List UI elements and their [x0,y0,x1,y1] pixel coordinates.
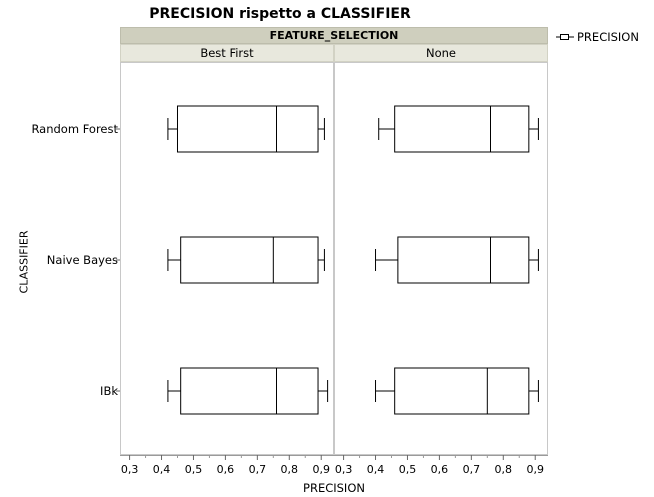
x-axis-title: PRECISION [303,481,365,495]
panel-header-best-first: Best First [120,44,334,62]
x-tick-label: 0,5 [399,463,417,476]
x-tick-label: 0,7 [463,463,481,476]
panel-header-none: None [334,44,548,62]
x-tick-label: 0,9 [526,463,544,476]
box [394,367,530,415]
x-tick-label: 0,4 [153,463,171,476]
x-tick-label: 0,4 [367,463,385,476]
box [180,236,319,284]
y-tick-label-naive-bayes: Naive Bayes [46,253,118,267]
y-tick-label-random-forest: Random Forest [31,122,118,136]
chart-title: PRECISION rispetto a CLASSIFIER [149,6,411,22]
x-tick-label: 0,8 [281,463,299,476]
box [394,105,530,153]
legend-label: PRECISION [577,30,639,44]
box [176,105,319,153]
x-tick-label: 0,3 [335,463,353,476]
x-tick-label: 0,7 [249,463,267,476]
legend-box-icon [556,34,574,40]
group-header: FEATURE_SELECTION [120,27,548,44]
panel-frame [334,62,548,455]
x-tick-label: 0,5 [185,463,203,476]
x-tick-label: 0,6 [217,463,235,476]
y-tick-label-ibk: IBk [100,384,118,398]
box [180,367,319,415]
x-tick-label: 0,8 [495,463,513,476]
x-tick-label: 0,9 [312,463,330,476]
panel-frame [120,62,334,455]
box [397,236,530,284]
x-tick-label: 0,3 [121,463,139,476]
x-tick-label: 0,6 [431,463,449,476]
legend: PRECISION [556,30,639,44]
